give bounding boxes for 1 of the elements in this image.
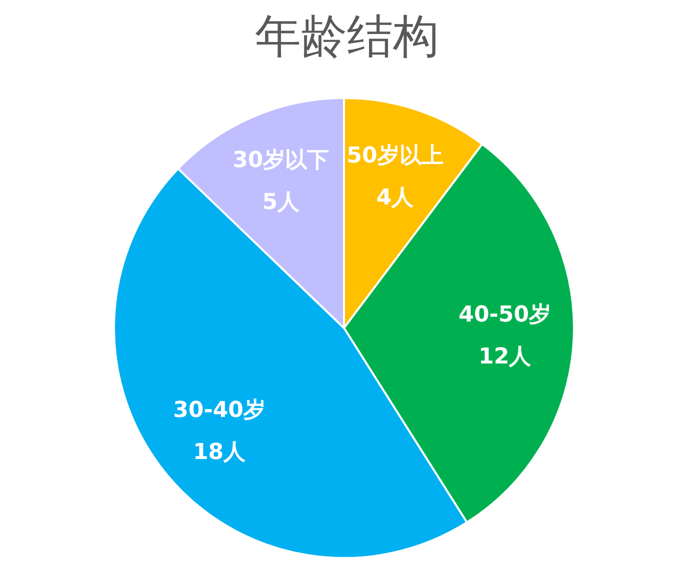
title: 年龄结构 — [255, 9, 439, 63]
